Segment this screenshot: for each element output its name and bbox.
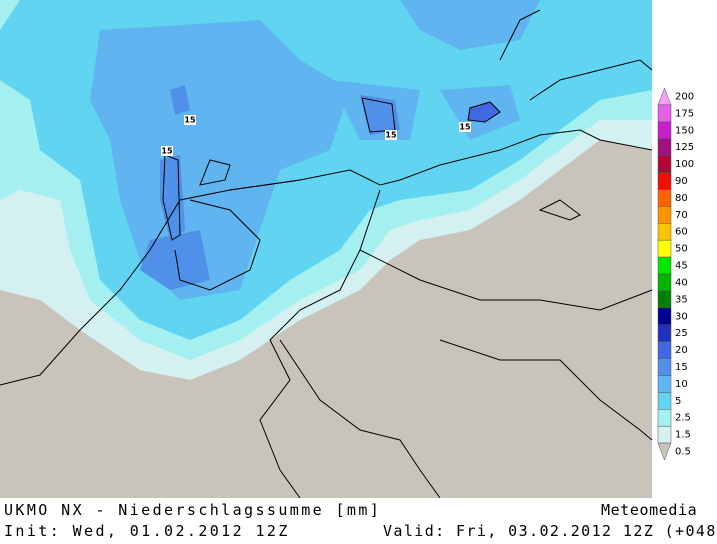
legend-label: 60 (675, 227, 688, 238)
legend-label: 30 (675, 311, 688, 322)
legend-swatch (657, 172, 672, 190)
legend-label: 35 (675, 294, 688, 305)
contour-line (162, 154, 181, 241)
legend-label: 40 (675, 277, 688, 288)
legend-swatch (657, 87, 672, 106)
legend-label: 15 (675, 362, 688, 373)
legend-swatch (657, 425, 672, 444)
contour-label: 15 (161, 147, 173, 156)
legend-label: 1.5 (675, 430, 691, 441)
borders (259, 189, 653, 498)
precip-area-15 (140, 85, 400, 290)
legend-swatch (657, 409, 672, 427)
legend-swatch (657, 138, 672, 156)
contour-labels: 15 15 15 15 (161, 115, 471, 156)
precip-area-10 (150, 0, 540, 140)
contour-label: 15 (385, 131, 397, 140)
legend-swatch (657, 392, 672, 410)
legend-label: 0.5 (675, 447, 691, 458)
legend-swatch (657, 341, 672, 359)
legend-label: 80 (675, 193, 688, 204)
contour-label-box (184, 115, 196, 125)
legend-swatch (657, 206, 672, 224)
legend-swatch (657, 256, 672, 275)
legend-label: 125 (675, 142, 694, 153)
footer-valid: Valid: Fri, 03.02.2012 12Z (+048) (383, 522, 717, 540)
legend-swatch (657, 155, 672, 173)
legend-label: 70 (675, 210, 688, 221)
legend-swatch (657, 375, 672, 393)
legend-label: 10 (675, 379, 688, 390)
legend-swatch (657, 239, 672, 258)
coastlines (0, 9, 653, 386)
legend-label: 5 (675, 396, 681, 407)
legend-label: 25 (675, 328, 688, 339)
footer-init: Init: Wed, 01.02.2012 12Z (4, 522, 290, 540)
legend-swatch (657, 290, 672, 309)
contour-label: 15 (459, 123, 471, 132)
precip-area-20 (467, 101, 501, 123)
legend-label: 150 (675, 125, 694, 136)
legend-swatch (657, 189, 672, 207)
contour-label-box (459, 122, 471, 132)
legend-swatch (657, 358, 672, 376)
legend-label: 90 (675, 176, 688, 187)
precip-area-10 (90, 20, 350, 300)
legend-swatch (657, 442, 672, 461)
legend-label: 20 (675, 345, 688, 356)
legend-label: 2.5 (675, 413, 691, 424)
legend-swatch (657, 104, 672, 123)
legend-swatch (657, 223, 672, 241)
legend-swatch (657, 273, 672, 292)
legend-label: 175 (675, 108, 694, 119)
legend-swatch (657, 121, 672, 139)
legend-label: 45 (675, 261, 688, 272)
map: 15 15 15 15 200 175 150 125 100 90 80 70 60 50 45 40 35… (0, 0, 694, 498)
contour-label-box (161, 146, 173, 156)
contour-label: 15 (184, 116, 196, 125)
legend-swatch (657, 324, 672, 342)
legend: 200 175 150 125 100 90 80 70 60 50 45 40 35 30 25 20 15 1… (657, 87, 694, 461)
legend-label: 100 (675, 159, 694, 170)
footer-title: UKMO NX - Niederschlagssumme [mm] (4, 501, 382, 519)
contour-label-box (385, 130, 397, 140)
footer-brand: Meteomedia (601, 501, 698, 519)
legend-label: 200 (675, 91, 694, 102)
legend-swatch (657, 307, 672, 325)
legend-label: 50 (675, 244, 688, 255)
